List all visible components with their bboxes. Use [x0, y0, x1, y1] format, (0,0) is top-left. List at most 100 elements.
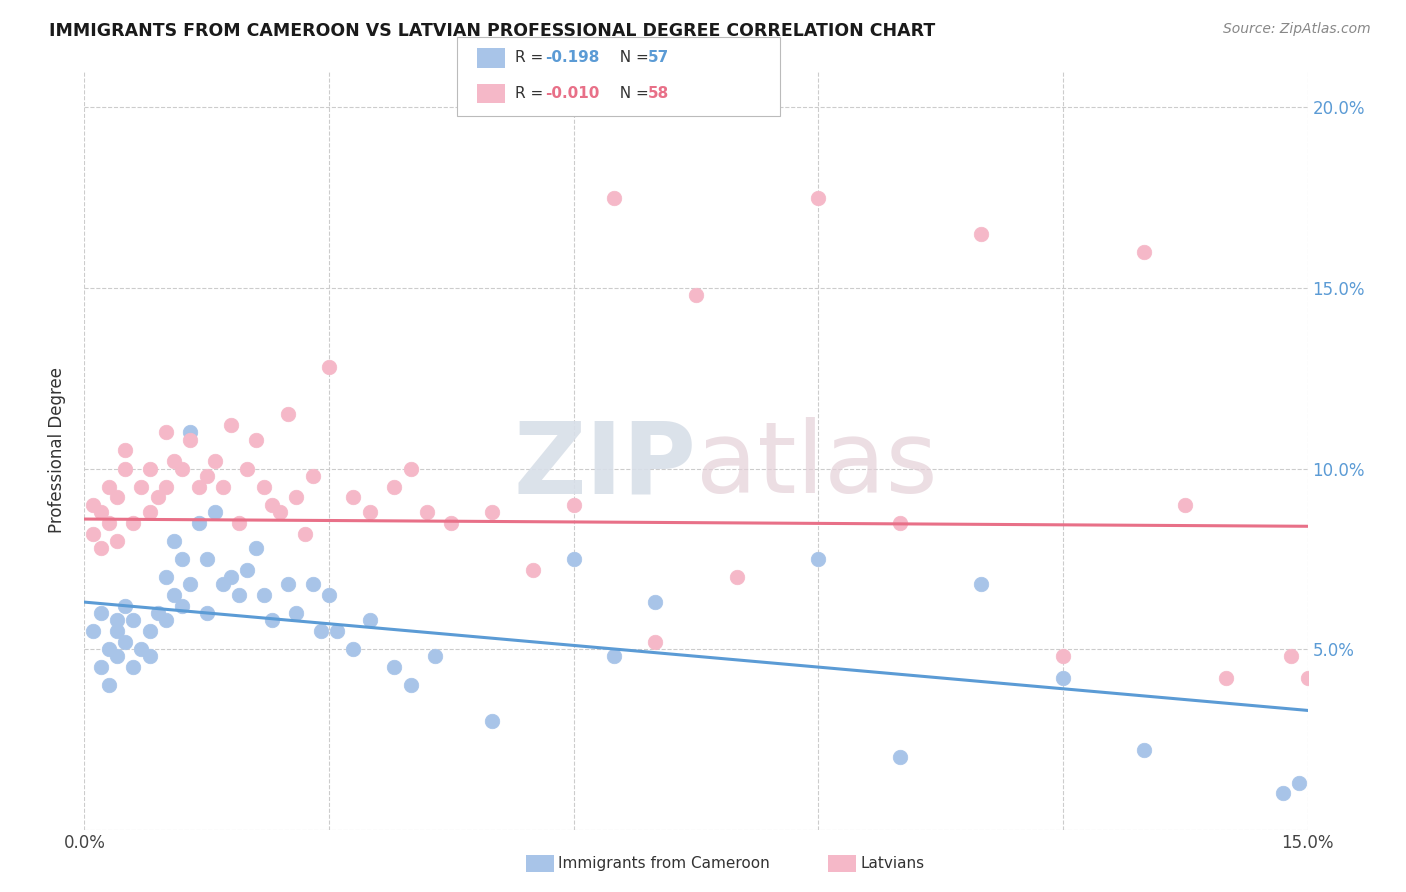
Point	[359, 613, 381, 627]
Point	[603, 191, 626, 205]
Text: Source: ZipAtlas.com: Source: ZipAtlas.com	[1223, 22, 1371, 37]
Point	[481, 714, 503, 729]
Text: ZIP: ZIP	[513, 417, 696, 514]
Point	[285, 491, 308, 505]
Point	[1133, 743, 1156, 757]
Point	[179, 577, 201, 591]
Point	[114, 443, 136, 458]
Point	[399, 461, 422, 475]
Point	[90, 660, 112, 674]
Point	[236, 563, 259, 577]
Point	[212, 577, 235, 591]
Point	[253, 479, 276, 493]
Point	[970, 227, 993, 241]
Text: 57: 57	[648, 51, 669, 65]
Text: R =: R =	[515, 87, 548, 101]
Point	[416, 505, 439, 519]
Point	[807, 551, 830, 566]
Point	[155, 479, 177, 493]
Text: Latvians: Latvians	[860, 856, 925, 871]
Text: -0.010: -0.010	[546, 87, 600, 101]
Point	[97, 479, 120, 493]
Point	[82, 498, 104, 512]
Point	[195, 468, 218, 483]
Point	[342, 491, 364, 505]
Point	[138, 624, 160, 638]
Point	[440, 516, 463, 530]
Point	[285, 606, 308, 620]
Point	[562, 551, 585, 566]
Point	[1052, 671, 1074, 685]
Point	[138, 649, 160, 664]
Point	[122, 516, 145, 530]
Point	[725, 570, 748, 584]
Point	[309, 624, 332, 638]
Point	[97, 516, 120, 530]
Point	[1215, 671, 1237, 685]
Point	[105, 613, 128, 627]
Point	[269, 505, 291, 519]
Point	[228, 516, 250, 530]
Point	[204, 505, 226, 519]
Point	[187, 479, 209, 493]
Point	[90, 541, 112, 555]
Point	[1288, 775, 1310, 789]
Point	[138, 461, 160, 475]
Point	[219, 418, 242, 433]
Point	[644, 595, 666, 609]
Point	[342, 642, 364, 657]
Point	[195, 551, 218, 566]
Point	[294, 526, 316, 541]
Point	[685, 288, 707, 302]
Point	[1296, 671, 1319, 685]
Point	[163, 454, 186, 468]
Point	[163, 533, 186, 548]
Point	[1133, 244, 1156, 259]
Point	[603, 649, 626, 664]
Point	[155, 570, 177, 584]
Point	[253, 588, 276, 602]
Point	[155, 425, 177, 440]
Text: N =: N =	[610, 51, 654, 65]
Point	[90, 505, 112, 519]
Text: 58: 58	[648, 87, 669, 101]
Point	[97, 678, 120, 692]
Point	[382, 660, 405, 674]
Point	[114, 635, 136, 649]
Point	[105, 491, 128, 505]
Point	[399, 678, 422, 692]
Point	[219, 570, 242, 584]
Point	[114, 599, 136, 613]
Point	[1052, 649, 1074, 664]
Point	[97, 642, 120, 657]
Point	[187, 516, 209, 530]
Point	[236, 461, 259, 475]
Point	[179, 433, 201, 447]
Point	[359, 505, 381, 519]
Text: IMMIGRANTS FROM CAMEROON VS LATVIAN PROFESSIONAL DEGREE CORRELATION CHART: IMMIGRANTS FROM CAMEROON VS LATVIAN PROF…	[49, 22, 935, 40]
Point	[172, 599, 194, 613]
Point	[318, 588, 340, 602]
Point	[105, 649, 128, 664]
Point	[260, 613, 283, 627]
Point	[105, 624, 128, 638]
Point	[195, 606, 218, 620]
Point	[82, 624, 104, 638]
Point	[522, 563, 544, 577]
Point	[382, 479, 405, 493]
Point	[172, 551, 194, 566]
Point	[277, 577, 299, 591]
Point	[146, 606, 169, 620]
Point	[889, 516, 911, 530]
Point	[114, 461, 136, 475]
Point	[138, 505, 160, 519]
Text: R =: R =	[515, 51, 548, 65]
Point	[82, 526, 104, 541]
Text: Immigrants from Cameroon: Immigrants from Cameroon	[558, 856, 770, 871]
Point	[179, 425, 201, 440]
Point	[970, 577, 993, 591]
Point	[163, 588, 186, 602]
Text: atlas: atlas	[696, 417, 938, 514]
Point	[301, 468, 323, 483]
Point	[1174, 498, 1197, 512]
